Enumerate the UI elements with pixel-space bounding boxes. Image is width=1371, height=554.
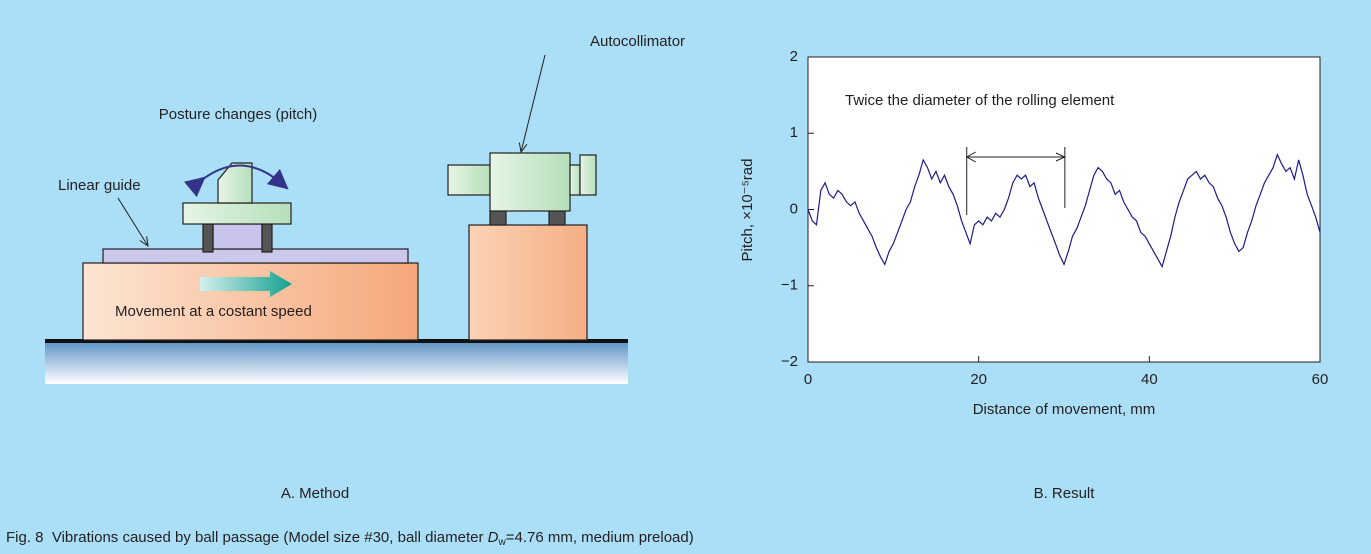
floor [45,342,628,384]
leader [521,54,546,152]
label: Movement at a costant speed [115,303,312,320]
panel-label: B. Result [1034,485,1096,502]
arrow-head [965,151,976,163]
label: Posture changes (pitch) [159,106,317,123]
movement-arrow [200,271,292,297]
result-chart: Distance of movement, mm Pitch, ×10⁻⁵rad… [739,48,1328,502]
caption-text: Fig. 8 Vibrations caused by ball passage… [6,529,488,546]
autocollimator-body [489,152,571,212]
rail [102,248,409,264]
caption-text: =4.76 mm, medium preload) [506,529,694,546]
caption: Fig. 8 Vibrations caused by ball passage… [6,529,694,548]
caption-symbol: D [488,529,499,546]
y-tick-label: 2 [790,48,798,65]
y-tick-label: −2 [781,353,798,370]
y-tick-label: 0 [790,200,798,217]
base-block [82,262,419,341]
y-axis-label: Pitch, ×10⁻⁵rad [739,159,756,262]
eyepiece [579,154,597,196]
foot [489,210,507,226]
method-diagram: Posture changes (pitch) Linear guide Aut… [45,33,685,502]
table [182,202,292,225]
post [202,223,214,253]
eyepiece [569,164,581,196]
carriage [212,223,263,250]
x-axis-label: Distance of movement, mm [973,401,1156,418]
caption-subscript: w [498,537,507,548]
pitch-arrow [183,164,289,198]
annotation: Twice the diameter of the rolling elemen… [845,92,1115,109]
y-tick-label: −1 [781,277,798,294]
foot [548,210,566,226]
x-tick-label: 20 [970,371,987,388]
x-tick-label: 0 [804,371,812,388]
y-tick-label: 1 [790,124,798,141]
panel-label: A. Method [281,485,349,502]
leader [117,197,148,246]
plot-area [807,56,1321,363]
x-tick-label: 60 [1312,371,1329,388]
post [261,223,273,253]
data-line [807,152,1321,269]
stand [468,224,588,341]
x-tick-label: 40 [1141,371,1158,388]
label: Linear guide [58,177,141,194]
label: Autocollimator [590,33,685,50]
tube [447,164,491,196]
